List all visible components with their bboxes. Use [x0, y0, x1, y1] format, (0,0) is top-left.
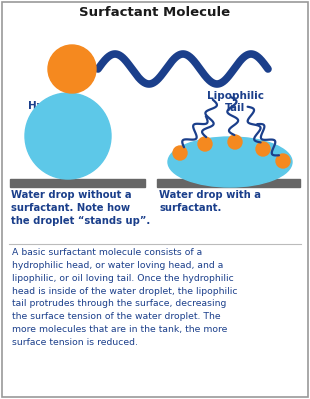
- Bar: [157, 179, 300, 187]
- Text: A basic surfactant molecule consists of a
hydrophilic head, or water loving head: A basic surfactant molecule consists of …: [12, 248, 237, 347]
- Text: Lipophilic
Tail: Lipophilic Tail: [206, 91, 264, 113]
- Bar: [10, 179, 145, 187]
- Circle shape: [228, 135, 242, 149]
- Circle shape: [256, 142, 270, 156]
- Ellipse shape: [168, 137, 292, 187]
- Text: Hydrophilic
Head: Hydrophilic Head: [28, 101, 96, 123]
- Circle shape: [48, 45, 96, 93]
- Circle shape: [276, 154, 290, 168]
- Circle shape: [173, 146, 187, 160]
- Text: Water drop without a
surfactant. Note how
the droplet “stands up”.: Water drop without a surfactant. Note ho…: [11, 190, 150, 226]
- Circle shape: [198, 137, 212, 151]
- Text: Surfactant Molecule: Surfactant Molecule: [79, 6, 231, 20]
- Circle shape: [25, 93, 111, 179]
- Text: Water drop with a
surfactant.: Water drop with a surfactant.: [159, 190, 261, 213]
